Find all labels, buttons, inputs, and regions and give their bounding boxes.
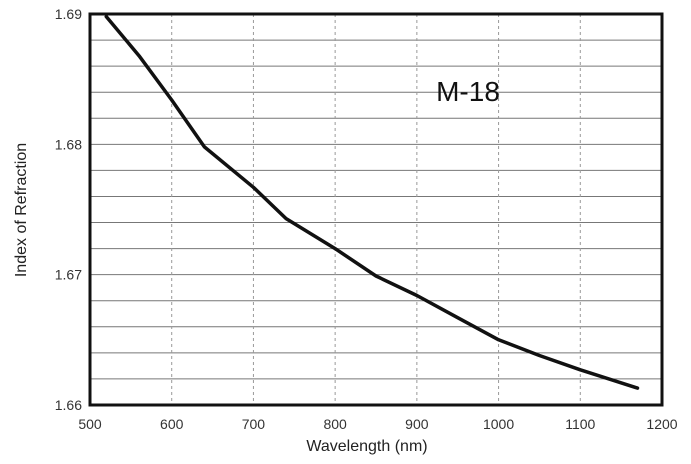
x-tick-label: 1000	[483, 416, 514, 432]
x-tick-label: 1100	[565, 416, 595, 432]
x-tick-labels: 500 600 700 800 900 1000 1100 1200	[78, 416, 677, 432]
x-tick-label: 600	[160, 416, 184, 432]
y-tick-labels: 1.66 1.67 1.68 1.69	[55, 6, 82, 413]
series-line	[104, 14, 640, 390]
x-tick-label: 500	[78, 416, 102, 432]
x-tick-label: 800	[323, 416, 347, 432]
x-tick-label: 900	[405, 416, 429, 432]
x-axis-label: Wavelength (nm)	[306, 438, 427, 455]
y-axis-label: Index of Refraction	[13, 143, 30, 277]
y-tick-label: 1.68	[55, 136, 82, 152]
chart-annotation: M-18	[436, 76, 500, 107]
series-layer	[104, 14, 640, 390]
x-tick-label: 1200	[646, 416, 677, 432]
y-tick-label: 1.67	[55, 267, 82, 283]
plot-frame	[88, 12, 664, 407]
grid	[90, 14, 662, 405]
y-tick-label: 1.66	[55, 397, 82, 413]
x-tick-label: 700	[242, 416, 266, 432]
y-tick-label: 1.69	[55, 6, 82, 22]
